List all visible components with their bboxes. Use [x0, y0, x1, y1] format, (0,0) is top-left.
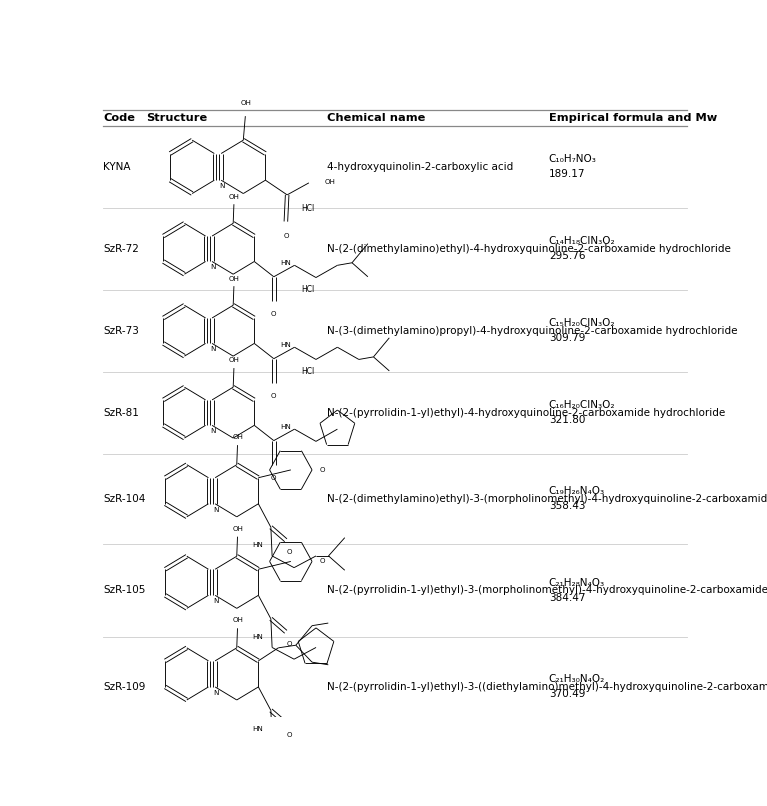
Text: HN: HN [252, 634, 263, 640]
Text: C₂₁H₃₀N₄O₂: C₂₁H₃₀N₄O₂ [549, 675, 605, 684]
Text: OH: OH [229, 193, 240, 200]
Text: N-(3-(dimethylamino)propyl)-4-hydroxyquinoline-2-carboxamide hydrochloride: N-(3-(dimethylamino)propyl)-4-hydroxyqui… [327, 326, 737, 335]
Text: N: N [220, 183, 225, 189]
Text: 309.79: 309.79 [549, 333, 585, 343]
Text: O: O [320, 467, 325, 473]
Text: N: N [211, 264, 216, 270]
Text: O: O [271, 475, 277, 480]
Text: KYNA: KYNA [103, 162, 130, 172]
Text: N-(2-(dimethylamino)ethyl)-4-hydroxyquinoline-2-carboxamide hydrochloride: N-(2-(dimethylamino)ethyl)-4-hydroxyquin… [327, 243, 730, 254]
Text: C₂₁H₂₈N₄O₃: C₂₁H₂₈N₄O₃ [549, 578, 605, 588]
Text: OH: OH [232, 434, 243, 440]
Text: N: N [214, 506, 219, 513]
Text: OH: OH [232, 617, 243, 624]
Text: HN: HN [252, 542, 263, 549]
Text: HCl: HCl [301, 204, 314, 213]
Text: SzR-109: SzR-109 [103, 682, 146, 692]
Text: 4-hydroxyquinolin-2-carboxylic acid: 4-hydroxyquinolin-2-carboxylic acid [327, 162, 513, 172]
Text: Empirical formula and Mw: Empirical formula and Mw [549, 113, 717, 123]
Text: N: N [214, 690, 219, 696]
Text: HN: HN [281, 342, 291, 347]
Text: 370.49: 370.49 [549, 689, 585, 700]
Text: C₁₉H₂₆N₄O₃: C₁₉H₂₆N₄O₃ [549, 486, 605, 496]
Text: Chemical name: Chemical name [327, 113, 425, 123]
Text: SzR-105: SzR-105 [103, 585, 146, 595]
Text: O: O [320, 559, 325, 564]
Text: HCl: HCl [301, 368, 314, 376]
Text: C₁₀H₇NO₃: C₁₀H₇NO₃ [549, 155, 597, 164]
Text: N-(2-(pyrrolidin-1-yl)ethyl)-4-hydroxyquinoline-2-carboxamide hydrochloride: N-(2-(pyrrolidin-1-yl)ethyl)-4-hydroxyqu… [327, 408, 725, 418]
Text: C₁₅H₂₀ClN₃O₂: C₁₅H₂₀ClN₃O₂ [549, 318, 615, 328]
Text: 321.80: 321.80 [549, 415, 585, 425]
Text: OH: OH [324, 179, 335, 185]
Text: N: N [211, 346, 216, 352]
Text: C₁₆H₂₀ClN₃O₂: C₁₆H₂₀ClN₃O₂ [549, 400, 615, 410]
Text: N-(2-(pyrrolidin-1-yl)ethyl)-3-((diethylamino)methyl)-4-hydroxyquinoline-2-carbo: N-(2-(pyrrolidin-1-yl)ethyl)-3-((diethyl… [327, 682, 767, 692]
Text: O: O [271, 393, 277, 399]
Text: HN: HN [281, 260, 291, 266]
Text: N: N [211, 428, 216, 434]
Text: OH: OH [229, 357, 240, 364]
Text: C₁₄H₁₈ClN₃O₂: C₁₄H₁₈ClN₃O₂ [549, 236, 615, 247]
Text: O: O [287, 549, 292, 555]
Text: Code: Code [103, 113, 135, 123]
Text: 384.47: 384.47 [549, 592, 585, 603]
Text: N: N [214, 598, 219, 604]
Text: Structure: Structure [146, 113, 208, 123]
Text: O: O [283, 233, 288, 239]
Text: SzR-104: SzR-104 [103, 493, 146, 504]
Text: N-(2-(pyrrolidin-1-yl)ethyl)-3-(morpholinomethyl)-4-hydroxyquinoline-2-carboxami: N-(2-(pyrrolidin-1-yl)ethyl)-3-(morpholi… [327, 585, 767, 595]
Text: OH: OH [229, 276, 240, 281]
Text: N-(2-(dimethylamino)ethyl)-3-(morpholinomethyl)-4-hydroxyquinoline-2-carboxamide: N-(2-(dimethylamino)ethyl)-3-(morpholino… [327, 493, 767, 504]
Text: O: O [271, 310, 277, 317]
Text: HN: HN [281, 424, 291, 430]
Text: 358.43: 358.43 [549, 501, 585, 511]
Text: SzR-72: SzR-72 [103, 243, 139, 254]
Text: SzR-73: SzR-73 [103, 326, 139, 335]
Text: 295.76: 295.76 [549, 251, 585, 261]
Text: OH: OH [241, 100, 252, 106]
Text: O: O [287, 732, 292, 738]
Text: 189.17: 189.17 [549, 169, 585, 179]
Text: OH: OH [232, 526, 243, 532]
Text: SzR-81: SzR-81 [103, 408, 139, 418]
Text: HCl: HCl [301, 285, 314, 294]
Text: O: O [287, 641, 292, 646]
Text: HN: HN [252, 725, 263, 732]
